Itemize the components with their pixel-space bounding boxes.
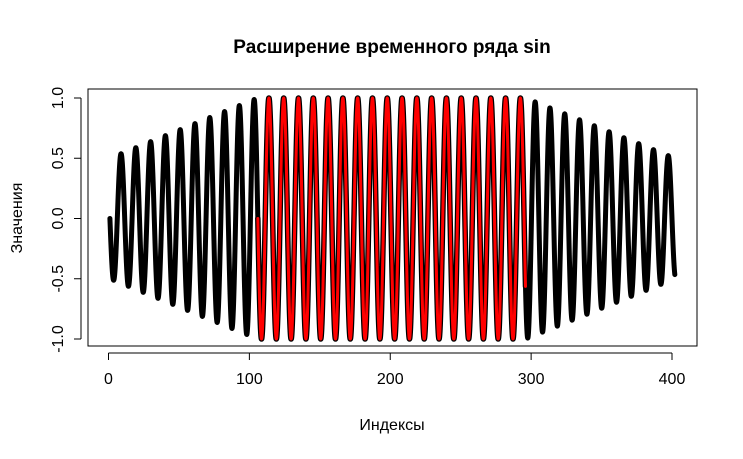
series-line-black-2 <box>522 99 678 341</box>
y-tick-label: 1.0 <box>50 87 67 109</box>
series-line-black-1 <box>107 97 261 337</box>
plot-frame <box>87 88 698 347</box>
y-tick-label: 0.0 <box>50 207 67 229</box>
x-tick-label: 100 <box>236 371 263 388</box>
y-axis: -1.0 -0.5 0.0 0.5 1.0 <box>50 87 82 353</box>
x-tick-label: 400 <box>659 371 686 388</box>
y-tick-label: -1.0 <box>50 325 67 353</box>
y-tick-label: 0.5 <box>50 147 67 169</box>
y-axis-label: Значения <box>9 183 26 254</box>
chart-title: Расширение временного ряда sin <box>233 37 550 58</box>
x-tick-label: 300 <box>518 371 545 388</box>
x-tick-label: 0 <box>104 371 113 388</box>
series-line-red <box>256 96 527 341</box>
y-tick-label: -0.5 <box>50 265 67 293</box>
x-tick-label: 200 <box>377 371 404 388</box>
x-axis-label: Индексы <box>359 417 424 434</box>
series-layer <box>107 95 678 342</box>
x-axis: 0 100 200 300 400 <box>104 352 686 388</box>
